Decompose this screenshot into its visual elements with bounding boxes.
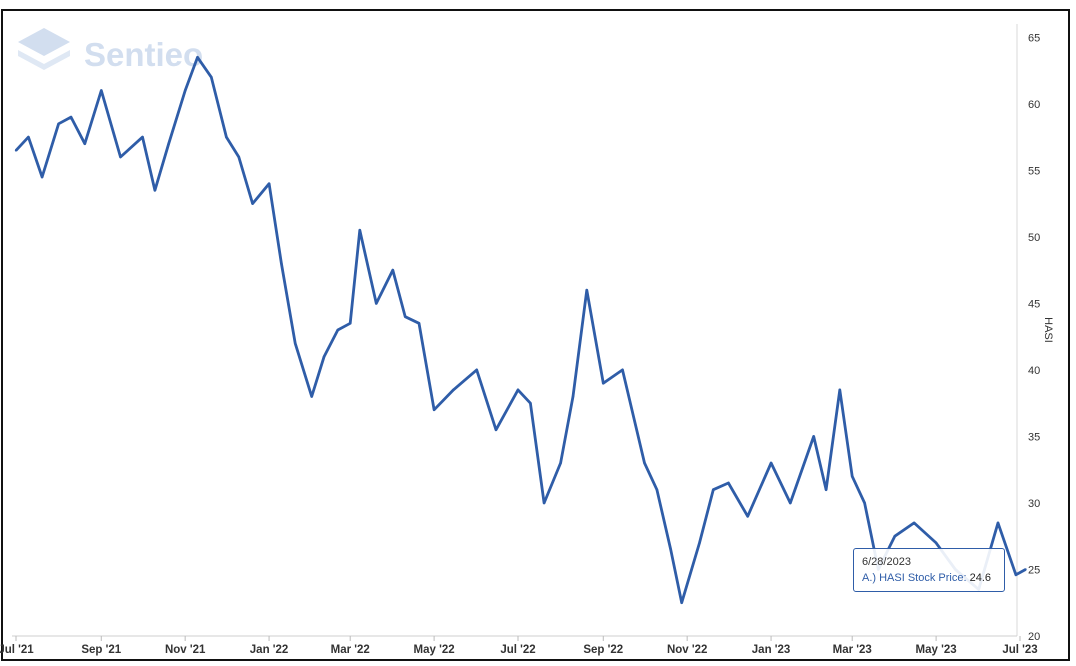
y-tick-label: 55 bbox=[1028, 165, 1040, 177]
data-point bbox=[996, 521, 1000, 525]
data-point bbox=[310, 395, 313, 398]
data-point bbox=[893, 535, 897, 538]
data-point bbox=[27, 135, 30, 139]
x-tick-label: Sep '21 bbox=[81, 644, 121, 656]
data-point bbox=[183, 89, 187, 92]
y-tick-label: 50 bbox=[1028, 232, 1040, 244]
brand-watermark: Sentieo bbox=[84, 36, 203, 73]
data-point bbox=[669, 548, 672, 551]
x-axis-ticks: Jul '21 Sep '21 Nov '21 Jan '22 Mar '22 May '… bbox=[0, 636, 1038, 656]
data-point bbox=[375, 302, 378, 305]
x-tick-label: Jul '23 bbox=[1002, 644, 1037, 656]
data-point bbox=[789, 501, 792, 505]
x-tick-label: Jul '22 bbox=[500, 644, 535, 656]
data-point bbox=[432, 408, 436, 412]
data-point bbox=[452, 388, 455, 392]
y-tick-label: 40 bbox=[1028, 365, 1040, 377]
y-axis-ticks: 20 25 30 35 40 45 50 55 60 65 bbox=[1028, 32, 1040, 643]
x-tick-label: May '23 bbox=[916, 644, 957, 656]
data-point bbox=[237, 155, 241, 159]
x-tick-label: Mar '23 bbox=[833, 644, 872, 656]
data-point bbox=[196, 56, 199, 59]
y-tick-label: 20 bbox=[1028, 631, 1040, 643]
data-point bbox=[83, 142, 86, 145]
data-point bbox=[863, 501, 866, 505]
data-point bbox=[559, 461, 562, 465]
data-point bbox=[57, 122, 60, 125]
data-point bbox=[542, 501, 546, 505]
y-tick-label: 65 bbox=[1028, 32, 1040, 44]
data-point bbox=[712, 488, 715, 491]
data-point bbox=[1024, 568, 1027, 571]
x-tick-label: Jul '21 bbox=[0, 644, 34, 656]
data-point bbox=[210, 76, 213, 79]
data-point bbox=[746, 515, 749, 518]
data-point bbox=[100, 89, 103, 92]
data-point bbox=[727, 481, 730, 485]
tooltip-series-label: A.) HASI Stock Price: bbox=[862, 572, 967, 584]
data-point bbox=[119, 155, 122, 159]
data-point bbox=[280, 262, 283, 265]
data-point bbox=[934, 541, 938, 545]
data-point bbox=[404, 315, 407, 318]
data-point bbox=[912, 521, 916, 525]
data-point bbox=[358, 229, 362, 232]
data-point bbox=[251, 202, 254, 205]
data-point bbox=[769, 461, 773, 465]
data-point bbox=[585, 288, 588, 292]
data-point bbox=[1014, 573, 1018, 576]
data-point bbox=[643, 461, 646, 465]
data-point bbox=[838, 388, 842, 392]
data-point bbox=[225, 135, 228, 139]
data-point bbox=[336, 328, 340, 332]
data-point bbox=[698, 541, 701, 545]
y-tick-label: 30 bbox=[1028, 498, 1040, 510]
data-point bbox=[516, 388, 520, 392]
x-tick-label: Sep '22 bbox=[583, 644, 623, 656]
data-point bbox=[349, 322, 352, 325]
data-point bbox=[14, 149, 18, 152]
series-points bbox=[14, 56, 1027, 604]
data-point bbox=[529, 401, 532, 405]
x-tick-label: Mar '22 bbox=[331, 644, 370, 656]
x-tick-label: Jan '23 bbox=[752, 644, 791, 656]
data-point bbox=[571, 395, 575, 398]
series-line-hasi-stock-price[interactable] bbox=[14, 55, 1027, 605]
data-point bbox=[417, 322, 421, 325]
data-point bbox=[153, 189, 157, 192]
y-tick-label: 25 bbox=[1028, 564, 1040, 576]
y-tick-label: 35 bbox=[1028, 431, 1040, 443]
data-point bbox=[40, 175, 44, 179]
price-tooltip: 6/28/2023 A.) HASI Stock Price: 24.6 bbox=[853, 548, 1005, 592]
data-point bbox=[655, 488, 659, 491]
x-tick-label: Jan '22 bbox=[250, 644, 289, 656]
data-point bbox=[475, 368, 478, 372]
tooltip-value: 24.6 bbox=[969, 572, 992, 584]
x-tick-label: May '22 bbox=[414, 644, 455, 656]
data-point bbox=[621, 368, 624, 372]
data-point bbox=[267, 182, 271, 185]
y-tick-label: 60 bbox=[1028, 99, 1040, 111]
data-point bbox=[391, 268, 395, 272]
data-point bbox=[322, 355, 326, 358]
data-point bbox=[812, 435, 815, 438]
data-point bbox=[851, 475, 854, 478]
x-tick-label: Nov '21 bbox=[165, 644, 206, 656]
tooltip-date: 6/28/2023 bbox=[862, 556, 911, 568]
data-point bbox=[69, 115, 73, 119]
data-point bbox=[141, 135, 144, 139]
data-point bbox=[680, 601, 683, 604]
data-point bbox=[494, 428, 498, 431]
y-axis-title: HASI bbox=[1042, 317, 1054, 343]
data-point bbox=[602, 382, 605, 385]
data-point bbox=[824, 488, 828, 491]
sentieo-logo-icon bbox=[18, 28, 70, 70]
x-tick-label: Nov '22 bbox=[667, 644, 707, 656]
data-point bbox=[167, 142, 170, 145]
data-point bbox=[293, 342, 297, 345]
y-tick-label: 45 bbox=[1028, 298, 1040, 310]
